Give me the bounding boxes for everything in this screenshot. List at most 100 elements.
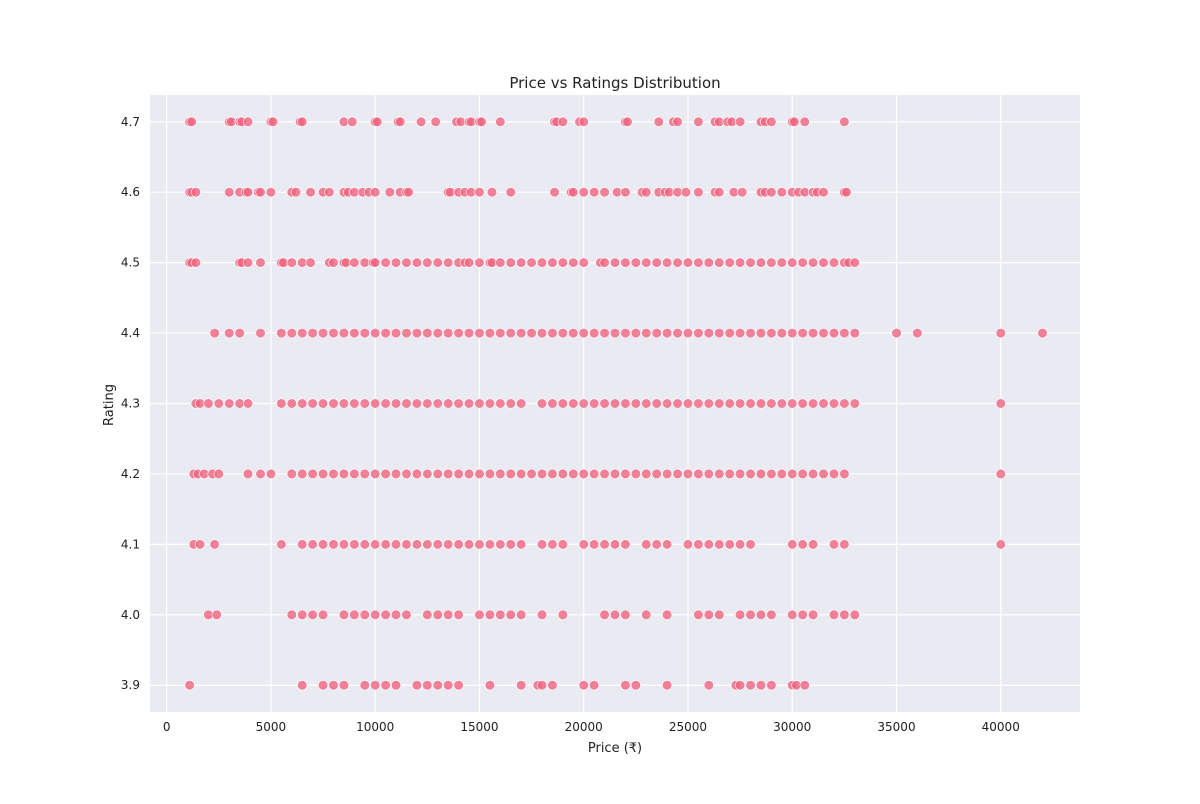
data-point [745, 539, 756, 550]
data-point [390, 680, 402, 691]
data-point [891, 327, 902, 339]
data-point [317, 468, 329, 480]
data-point [651, 539, 662, 550]
data-point [755, 468, 767, 480]
data-point [557, 116, 568, 127]
data-point [453, 398, 464, 409]
data-point [359, 327, 370, 339]
data-point [505, 257, 516, 268]
x-tick-label: 10000 [356, 720, 394, 734]
data-point [328, 327, 339, 339]
data-point [453, 539, 464, 550]
data-point [286, 257, 297, 268]
data-point [526, 468, 537, 480]
data-point [578, 116, 589, 127]
data-point [359, 539, 370, 550]
data-point [807, 539, 819, 550]
data-point [194, 539, 206, 550]
data-point [411, 398, 423, 409]
data-point [799, 116, 810, 127]
data-point [680, 187, 692, 198]
data-point [724, 468, 735, 480]
data-point [630, 398, 641, 409]
data-point [662, 680, 673, 691]
data-point [401, 398, 412, 409]
data-point [693, 398, 704, 409]
data-point [735, 609, 746, 620]
data-point [486, 187, 498, 198]
data-point [380, 398, 391, 409]
x-tick-label: 40000 [982, 720, 1020, 734]
data-point [547, 680, 558, 691]
data-point [463, 398, 475, 409]
data-point [380, 468, 391, 480]
data-point [589, 468, 600, 480]
data-point [776, 398, 787, 409]
data-point [190, 187, 201, 198]
data-point [735, 116, 746, 127]
data-point [443, 539, 454, 550]
data-point [620, 257, 631, 268]
data-point [324, 187, 335, 198]
data-point [766, 398, 777, 409]
data-point [735, 257, 746, 268]
data-point [443, 680, 454, 691]
data-point [568, 257, 579, 268]
data-point [693, 116, 704, 127]
data-point [505, 187, 516, 198]
data-point [495, 327, 506, 339]
data-points [184, 116, 1048, 691]
data-point [453, 327, 464, 339]
data-point [380, 257, 391, 268]
data-point [787, 539, 798, 550]
data-point [484, 468, 495, 480]
data-point [338, 539, 350, 550]
data-point [578, 468, 589, 480]
data-point [536, 327, 548, 339]
data-point [474, 468, 485, 480]
data-point [422, 257, 433, 268]
data-point [209, 327, 220, 339]
data-point [190, 257, 201, 268]
data-point [568, 187, 579, 198]
chart-title: Price vs Ratings Distribution [509, 74, 720, 92]
data-point [349, 609, 360, 620]
data-point [828, 539, 840, 550]
data-point [724, 327, 735, 339]
y-tick-label: 4.0 [121, 608, 140, 622]
data-point [745, 257, 756, 268]
data-point [536, 539, 548, 550]
data-point [380, 609, 391, 620]
data-point [453, 609, 464, 620]
data-point [265, 468, 277, 480]
y-tick-label: 4.3 [121, 397, 140, 411]
data-point [184, 680, 195, 691]
data-point [682, 398, 694, 409]
data-point [568, 468, 579, 480]
data-point [703, 327, 714, 339]
data-point [828, 327, 840, 339]
data-point [599, 257, 610, 268]
data-point [234, 327, 245, 339]
data-point [401, 257, 412, 268]
data-point [242, 187, 254, 198]
data-point [651, 468, 662, 480]
data-point [463, 257, 475, 268]
data-point [484, 327, 495, 339]
data-point [474, 539, 485, 550]
x-tick-label: 15000 [460, 720, 498, 734]
data-point [735, 680, 746, 691]
data-point [641, 257, 652, 268]
data-point [390, 609, 402, 620]
data-point [255, 257, 266, 268]
data-point [286, 468, 297, 480]
data-point [599, 468, 610, 480]
data-point [297, 680, 308, 691]
data-point [766, 257, 777, 268]
data-point [662, 468, 673, 480]
data-point [317, 609, 329, 620]
data-point [297, 468, 308, 480]
data-point [338, 680, 350, 691]
data-point [755, 327, 767, 339]
